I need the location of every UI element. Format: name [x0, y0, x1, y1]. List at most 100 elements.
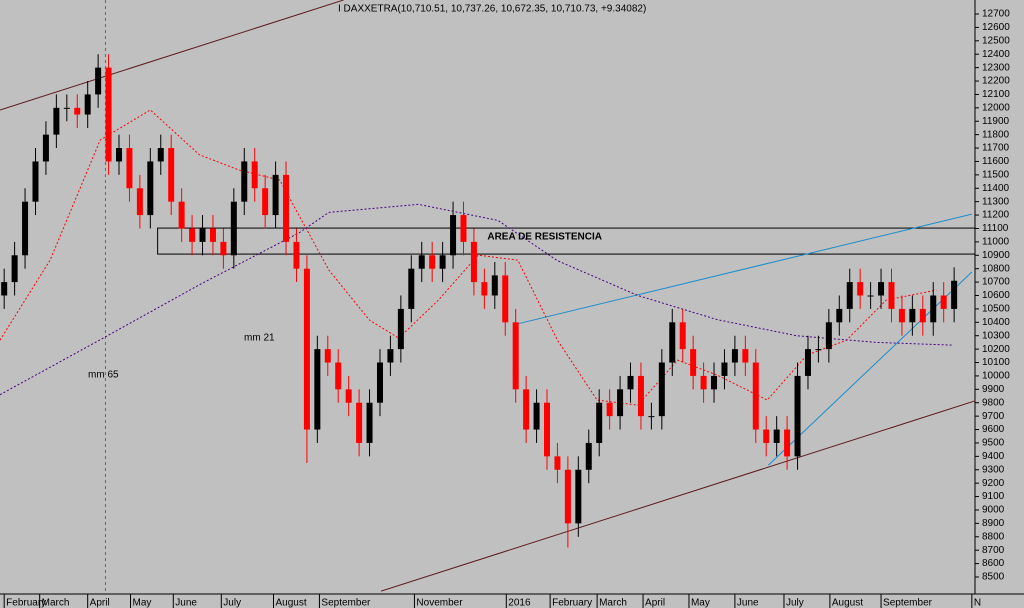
candle-body [742, 349, 749, 363]
x-tick-label: April [90, 598, 110, 608]
chart-title: I DAXXETRA(10,710.51, 10,737.26, 10,672.… [338, 4, 646, 15]
candle-body [773, 429, 780, 443]
candle-body [669, 322, 676, 363]
candle-body [752, 362, 759, 430]
candle-body [32, 161, 39, 202]
y-tick-label: 9800 [982, 397, 1005, 408]
y-tick-label: 11600 [982, 156, 1010, 167]
x-tick-label: N [974, 598, 981, 608]
candle-body [11, 255, 18, 283]
x-tick-label: July [223, 598, 241, 608]
candle-body [523, 389, 530, 430]
moving-average [0, 109, 937, 406]
x-tick-label: February [552, 598, 592, 608]
y-tick-label: 9900 [982, 384, 1005, 395]
y-tick-label: 12300 [982, 62, 1010, 73]
candle-body [711, 375, 718, 390]
y-tick-label: 9400 [982, 451, 1005, 462]
y-tick-label: 12500 [982, 35, 1010, 46]
x-tick-label: September [321, 598, 371, 608]
y-tick-label: 11900 [982, 116, 1010, 127]
x-tick-label: June [737, 598, 759, 608]
y-tick-label: 8600 [982, 558, 1005, 569]
y-tick-label: 11700 [982, 143, 1010, 154]
x-tick-label: August [832, 598, 863, 608]
y-tick-label: 12100 [982, 89, 1010, 100]
y-tick-label: 8800 [982, 531, 1005, 542]
y-tick-label: 10900 [982, 250, 1010, 261]
y-tick-label: 9000 [982, 505, 1005, 516]
y-tick-label: 10600 [982, 290, 1010, 301]
candle-body [136, 188, 143, 216]
candle-body [345, 389, 352, 403]
x-tick-label: May [691, 598, 710, 608]
candle-body [314, 349, 321, 430]
candle-body [147, 161, 154, 216]
candle-body [74, 107, 81, 115]
candle-body [105, 67, 112, 162]
y-tick-label: 10500 [982, 304, 1010, 315]
candle-body [690, 349, 697, 376]
candle-body [512, 322, 519, 390]
series-label: mm 65 [88, 370, 119, 381]
y-tick-label: 8900 [982, 518, 1005, 529]
candle-body [804, 349, 811, 376]
candle-body [324, 349, 331, 363]
candle-body [878, 282, 885, 296]
candle-body [481, 282, 488, 296]
candle-body [784, 429, 791, 457]
y-tick-label: 11500 [982, 169, 1010, 180]
candle-body [157, 148, 164, 162]
resistance-zone [157, 227, 975, 255]
y-tick-label: 12600 [982, 22, 1010, 33]
series-label: mm 21 [244, 333, 275, 344]
candle-body [575, 469, 582, 524]
candle-body [721, 362, 728, 376]
y-tick-label: 10400 [982, 317, 1010, 328]
candle-body [857, 282, 864, 296]
candle-body [303, 268, 310, 430]
candle-body [450, 215, 457, 256]
y-tick-label: 10800 [982, 263, 1010, 274]
trendline [516, 213, 972, 325]
candle-body [846, 282, 853, 309]
candle-body [648, 416, 655, 418]
candle-body [658, 362, 665, 417]
y-tick-label: 12200 [982, 76, 1010, 87]
candle-body [564, 469, 571, 524]
candle-body [241, 161, 248, 202]
x-tick-label: April [645, 598, 665, 608]
candle-body [397, 308, 404, 350]
candle-body [293, 241, 300, 269]
candle-body [22, 201, 29, 256]
y-tick-label: 8500 [982, 572, 1005, 583]
candle-body [502, 275, 509, 323]
trendline [767, 271, 973, 466]
y-tick-label: 10300 [982, 330, 1010, 341]
candle-body [627, 375, 634, 390]
candle-body [460, 215, 467, 242]
y-tick-label: 12000 [982, 102, 1010, 113]
candle-body [272, 174, 279, 216]
x-tick-label: February [6, 598, 46, 608]
candle-body [126, 148, 133, 189]
candle-body [491, 275, 498, 296]
x-tick-label: July [786, 598, 804, 608]
candle-body [53, 107, 60, 135]
candle-body [42, 134, 49, 162]
candle-body [836, 308, 843, 323]
y-tick-label: 9700 [982, 411, 1005, 422]
candle-body [189, 228, 196, 242]
y-tick-label: 11200 [982, 210, 1010, 221]
candle-body [251, 161, 258, 189]
candle-body [168, 148, 175, 202]
zone-label: AREA DE RESISTENCIA [487, 232, 602, 243]
candle-body [387, 349, 394, 363]
candle-body [940, 295, 947, 309]
y-tick-label: 11800 [982, 129, 1010, 140]
candle-body [637, 375, 644, 417]
candle-body [95, 67, 102, 95]
candle-body [335, 362, 342, 390]
candle-body [376, 362, 383, 403]
